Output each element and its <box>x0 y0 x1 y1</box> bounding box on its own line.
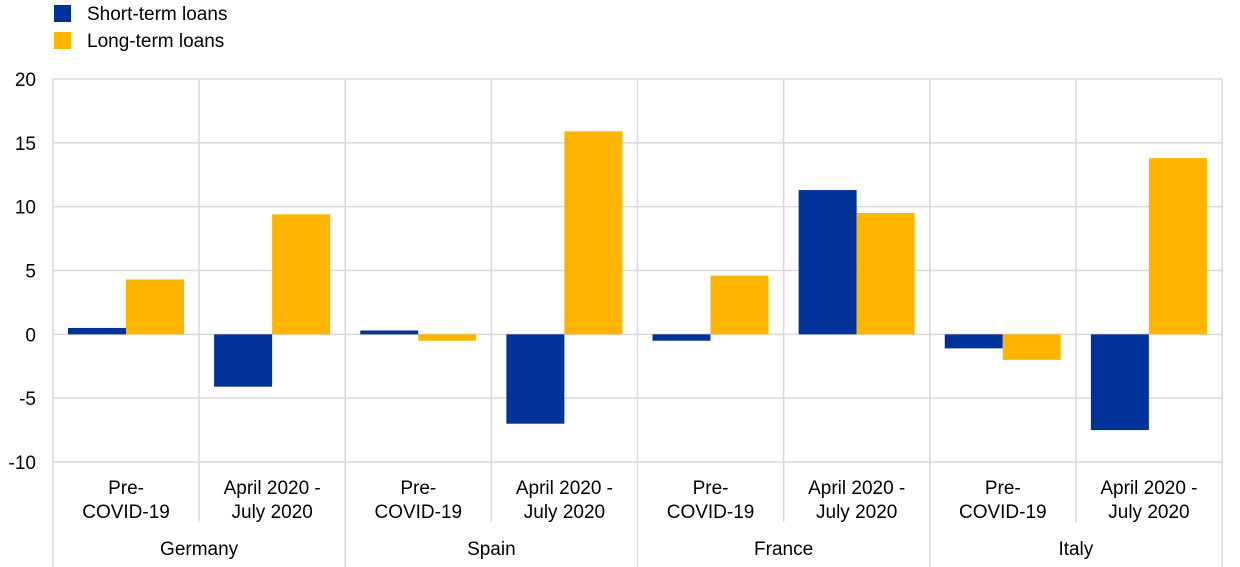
category-label: April 2020 - <box>1100 478 1197 499</box>
category-label: April 2020 - <box>516 478 613 499</box>
y-tick-label: 15 <box>15 134 36 155</box>
bar <box>418 334 477 341</box>
category-label: July 2020 <box>816 502 897 523</box>
y-tick-label: 0 <box>25 325 36 346</box>
bar <box>710 275 769 335</box>
bar <box>506 334 565 424</box>
category-label: COVID-19 <box>667 502 755 523</box>
bar <box>652 334 711 341</box>
group-label: Spain <box>467 539 516 560</box>
category-label: April 2020 - <box>808 478 905 499</box>
legend-label: Short-term loans <box>87 4 227 25</box>
bar <box>1090 334 1149 431</box>
y-axis: 20 15 10 5 0 -5 -10 <box>9 70 36 474</box>
bar <box>856 213 915 335</box>
legend-swatch <box>54 32 71 49</box>
y-tick-label: 10 <box>15 198 36 219</box>
legend-label: Long-term loans <box>87 31 224 52</box>
bar <box>1148 158 1207 335</box>
bar <box>360 330 419 335</box>
y-tick-label: -10 <box>9 453 36 474</box>
group-label: Germany <box>160 539 239 560</box>
category-label: Pre- <box>985 478 1021 499</box>
category-label: July 2020 <box>1108 502 1189 523</box>
category-label: July 2020 <box>524 502 605 523</box>
bars <box>68 131 1207 431</box>
group-label: France <box>754 539 813 560</box>
category-label: COVID-19 <box>374 502 462 523</box>
bar <box>564 131 623 335</box>
legend-swatch <box>54 5 71 22</box>
category-label: Pre- <box>693 478 729 499</box>
category-label: COVID-19 <box>82 502 170 523</box>
category-label: April 2020 - <box>224 478 321 499</box>
group-label: Italy <box>1058 539 1093 560</box>
y-tick-label: 5 <box>25 262 36 283</box>
bar <box>68 327 126 335</box>
y-tick-label: -5 <box>19 389 36 410</box>
legend: Short-term loans Long-term loans <box>54 4 227 52</box>
grid <box>52 78 1223 567</box>
category-label: July 2020 <box>232 502 313 523</box>
category-label: Pre- <box>400 478 436 499</box>
bar <box>126 279 184 335</box>
bar <box>1002 334 1061 360</box>
bar <box>272 214 331 335</box>
bar <box>944 334 1003 349</box>
y-tick-label: 20 <box>15 70 36 91</box>
bar <box>214 334 273 387</box>
category-label: Pre- <box>108 478 144 499</box>
category-label: COVID-19 <box>959 502 1047 523</box>
bar <box>798 190 857 335</box>
x-axis: Pre- COVID-19 April 2020 - July 2020 Germany… <box>82 478 1197 560</box>
